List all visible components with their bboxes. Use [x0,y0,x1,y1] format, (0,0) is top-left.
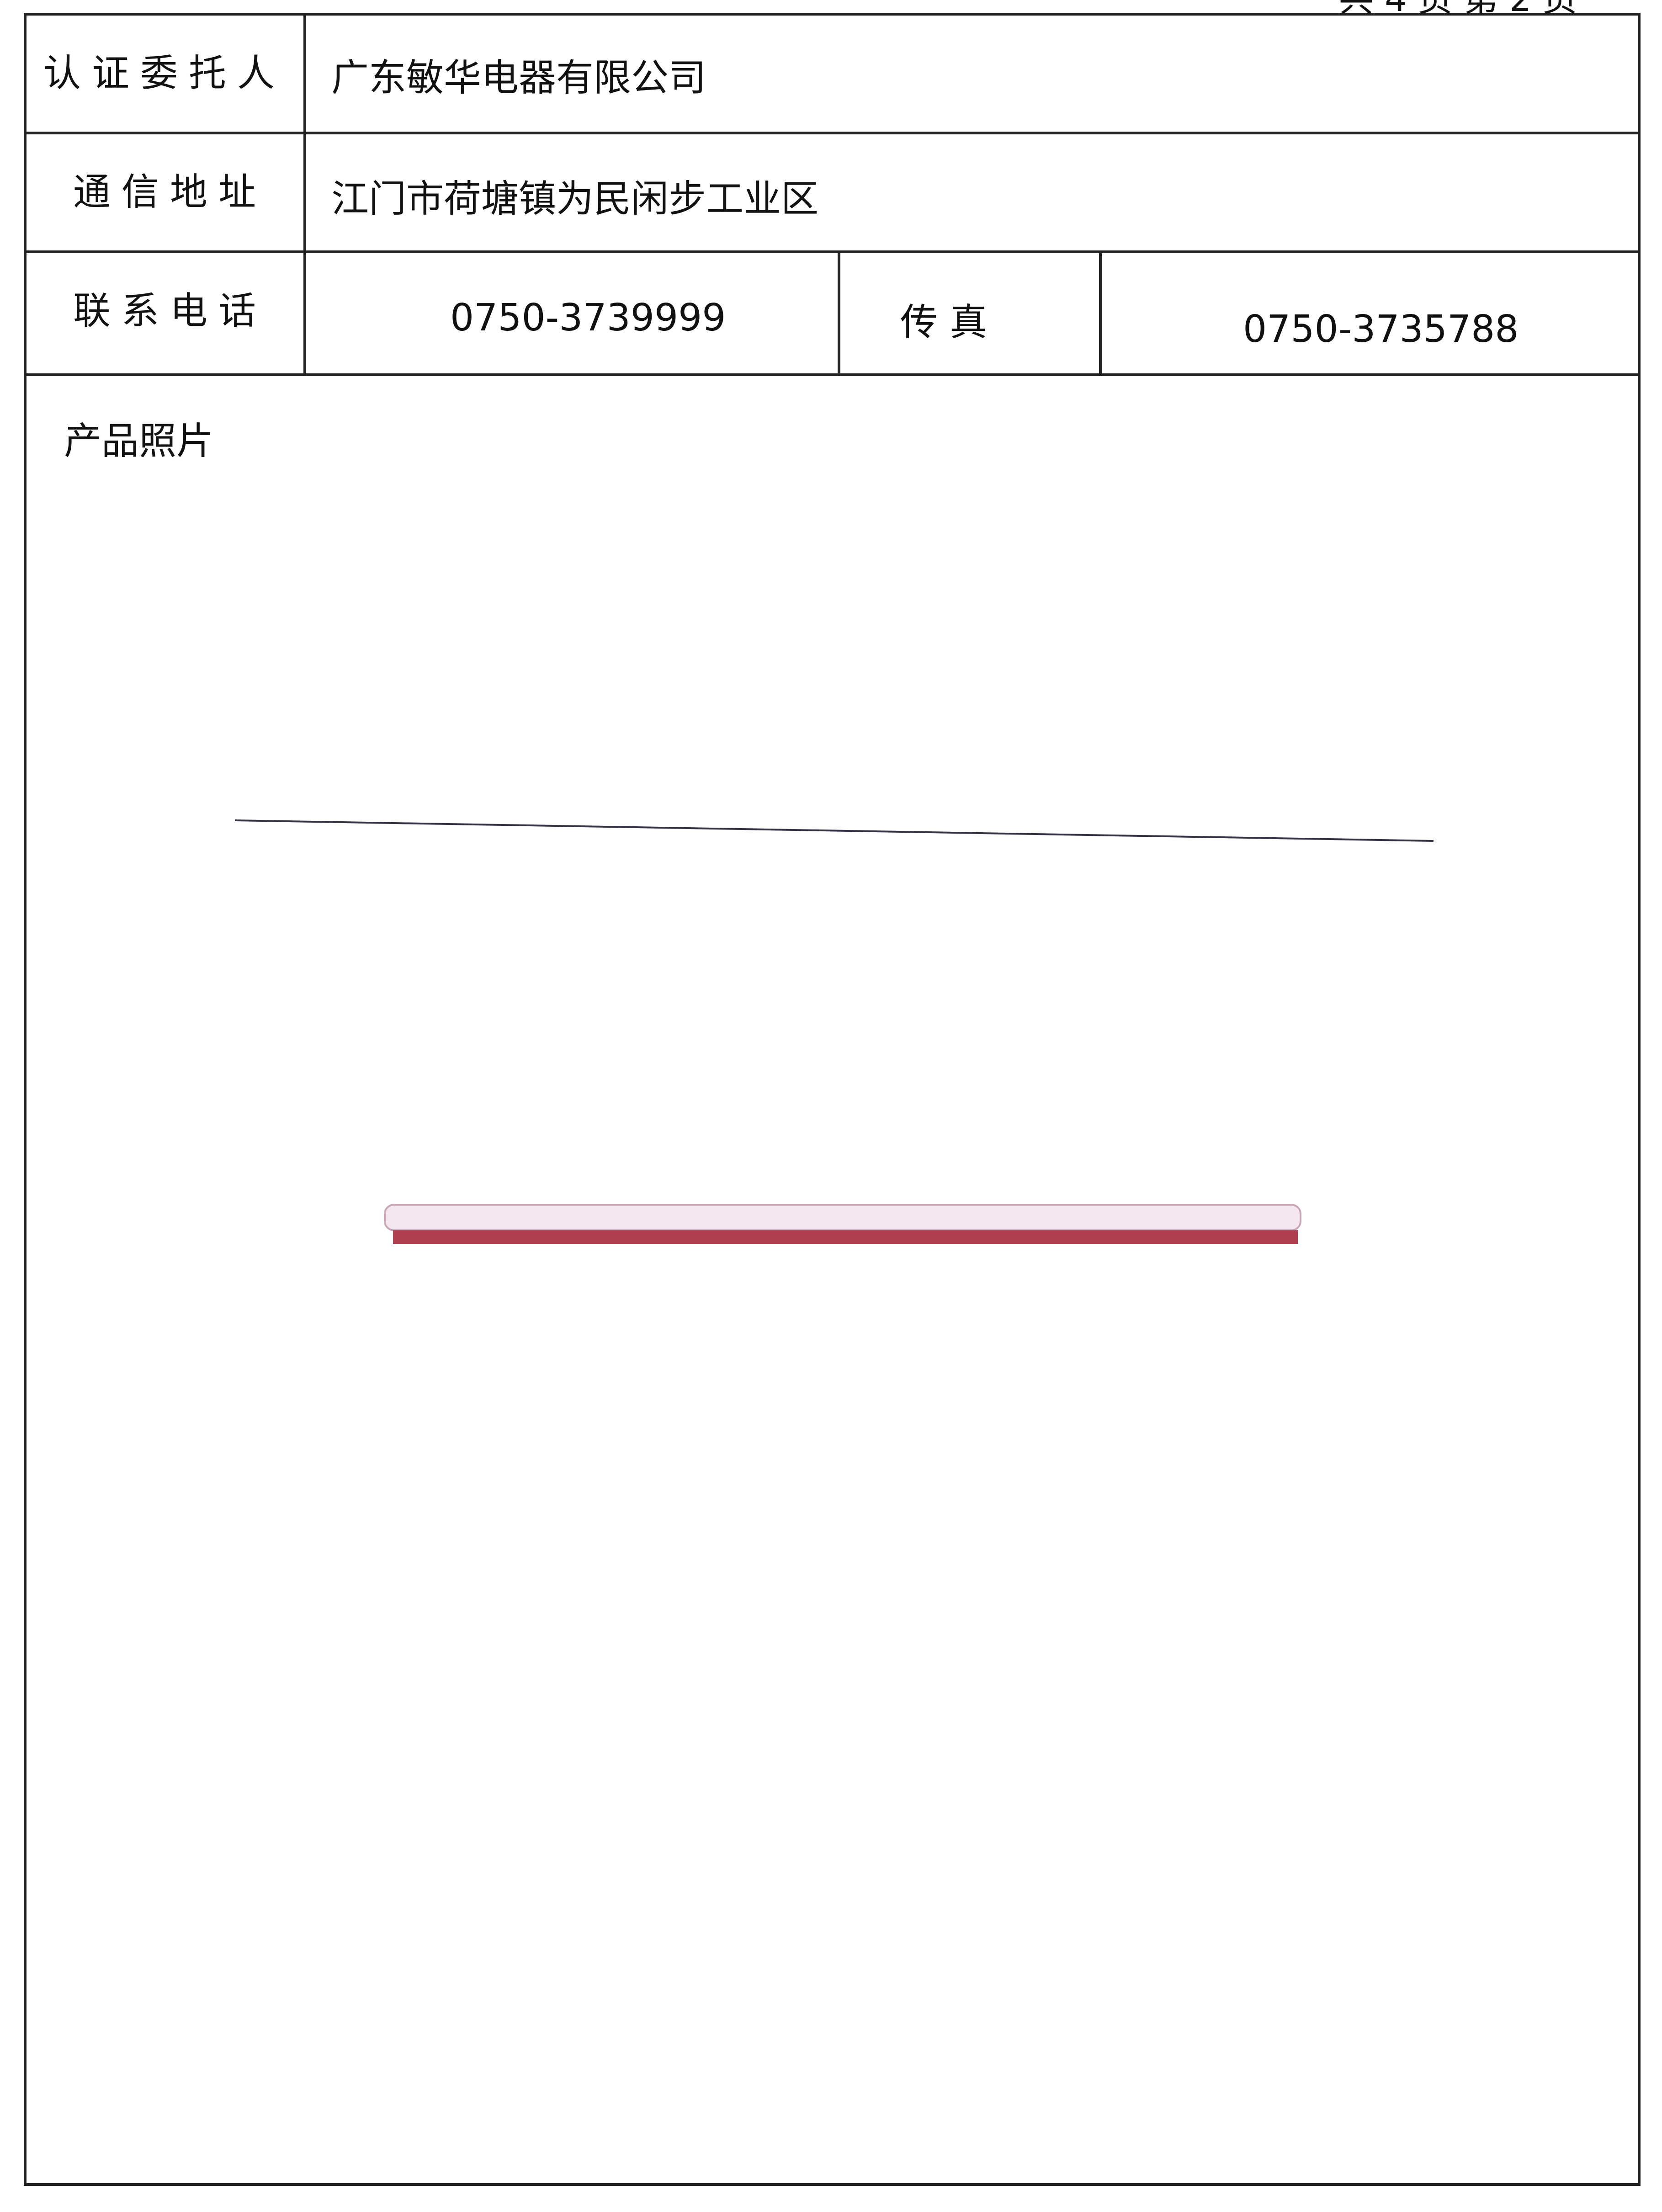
lamp-photo [384,1204,1301,1244]
photo-edge [234,819,1434,842]
lamp-tube [384,1204,1301,1231]
page-info: 共 4 页 第 2 页 [1339,0,1577,16]
value: 0750-3735788 [1243,308,1519,351]
label: 通信地址 [73,170,267,214]
label: 传 真 [900,301,988,344]
value: 江门市荷塘镇为民闲步工业区 [331,177,819,221]
label: 认证委托人 [43,52,286,95]
section-label: 产品照片 [64,420,214,463]
lamp-fixture [393,1230,1298,1244]
label: 联系电话 [73,289,267,333]
value: 0750-3739999 [450,296,726,340]
outer-border [24,13,1641,2186]
value: 广东敏华电器有限公司 [331,56,706,100]
